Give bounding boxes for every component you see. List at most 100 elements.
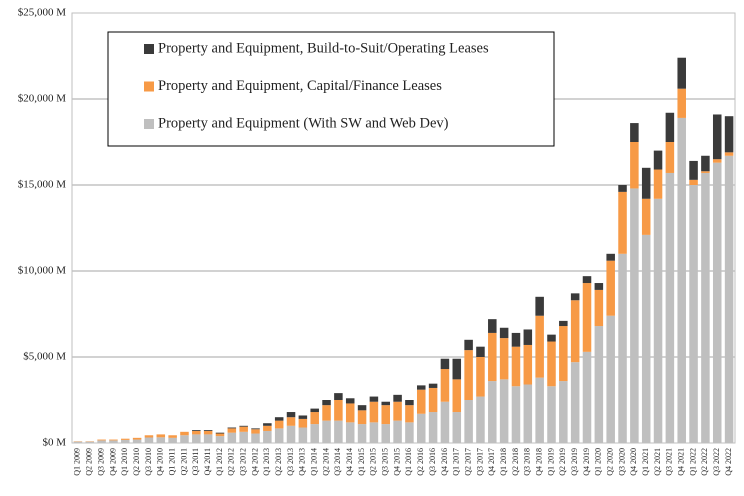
x-tick-label: Q2 2010 <box>132 448 141 476</box>
bar-segment <box>381 424 391 443</box>
bar-segment <box>345 398 355 404</box>
bar-segment <box>594 326 604 443</box>
bar-segment <box>121 439 130 443</box>
x-tick-label: Q3 2019 <box>570 448 579 476</box>
bar-segment <box>452 358 462 380</box>
bar-segment <box>511 332 521 347</box>
bar-segment <box>701 171 710 173</box>
bar-segment <box>274 428 284 443</box>
x-tick-label: Q4 2018 <box>534 448 543 476</box>
x-tick-label: Q2 2017 <box>463 448 472 476</box>
bar-segment <box>677 117 686 444</box>
bar-segment <box>547 334 556 342</box>
y-tick-label: $10,000 M <box>18 265 67 277</box>
x-tick-label: Q1 2011 <box>167 448 176 475</box>
x-tick-label: Q1 2018 <box>499 448 508 476</box>
x-tick-label: Q1 2022 <box>688 448 697 476</box>
bar-segment <box>452 412 462 443</box>
legend-swatch <box>144 119 154 129</box>
x-tick-label: Q2 2013 <box>274 448 283 476</box>
bar-segment <box>227 427 237 429</box>
bar-segment <box>251 433 260 443</box>
bar-segment <box>416 385 426 390</box>
bar-segment <box>606 260 615 316</box>
bar-segment <box>215 433 225 437</box>
bar-segment <box>570 362 580 443</box>
legend-label: Property and Equipment, Capital/Finance … <box>158 78 442 94</box>
bar-segment <box>345 422 355 443</box>
x-tick-label: Q4 2014 <box>345 448 354 476</box>
bar-segment <box>606 315 615 443</box>
bar-segment <box>428 387 438 413</box>
x-tick-label: Q3 2015 <box>381 448 390 476</box>
x-tick-label: Q1 2016 <box>404 448 413 476</box>
bar-segment <box>476 346 485 357</box>
x-tick-label: Q1 2019 <box>546 448 555 476</box>
bar-segment <box>405 400 414 406</box>
bar-segment <box>535 315 544 378</box>
x-tick-label: Q3 2014 <box>333 448 342 476</box>
x-tick-label: Q2 2022 <box>700 448 709 476</box>
bar-segment <box>511 346 521 387</box>
bar-segment <box>393 420 402 443</box>
bar-segment <box>215 432 225 434</box>
bar-segment <box>653 169 663 199</box>
x-tick-label: Q1 2010 <box>120 448 129 476</box>
bar-segment <box>369 422 379 443</box>
x-tick-label: Q1 2013 <box>262 448 271 476</box>
bar-segment <box>85 441 95 443</box>
bar-segment <box>286 417 296 426</box>
x-tick-label: Q4 2009 <box>108 448 117 476</box>
bar-segment <box>274 420 284 429</box>
legend-box <box>107 31 555 147</box>
x-tick-label: Q1 2017 <box>452 448 461 476</box>
bar-segment <box>677 57 686 89</box>
bar-segment <box>701 172 710 443</box>
x-tick-label: Q4 2022 <box>724 448 733 476</box>
x-tick-label: Q4 2019 <box>582 448 591 476</box>
bar-segment <box>618 185 627 192</box>
bar-segment <box>428 383 438 388</box>
x-tick-label: Q4 2015 <box>392 448 401 476</box>
bar-segment <box>488 332 497 382</box>
x-tick-label: Q2 2015 <box>369 448 378 476</box>
x-tick-label: Q1 2021 <box>641 448 650 476</box>
bar-segment <box>630 188 639 443</box>
x-tick-label: Q3 2011 <box>191 448 200 475</box>
bar-segment <box>630 142 639 189</box>
bar-segment <box>476 396 485 443</box>
x-tick-label: Q4 2012 <box>250 448 259 476</box>
bar-segment <box>464 400 473 443</box>
bar-segment <box>180 435 189 443</box>
bar-segment <box>334 420 343 443</box>
bar-segment <box>701 155 710 172</box>
bar-segment <box>310 424 319 443</box>
bar-segment <box>97 439 106 441</box>
x-tick-label: Q4 2021 <box>677 448 686 476</box>
bar-segment <box>357 405 367 411</box>
bar-segment <box>499 338 509 380</box>
bar-segment <box>227 432 237 443</box>
bar-segment <box>381 401 391 406</box>
bar-segment <box>381 405 391 425</box>
bar-segment <box>357 410 367 425</box>
legend-label: Property and Equipment, Build-to-Suit/Op… <box>158 40 489 56</box>
bar-segment <box>251 429 260 434</box>
x-tick-label: Q4 2011 <box>203 448 212 475</box>
x-tick-label: Q3 2012 <box>238 448 247 476</box>
bar-segment <box>428 412 438 443</box>
bar-segment <box>192 430 201 435</box>
bar-segment <box>689 179 698 185</box>
bar-segment <box>464 350 473 400</box>
x-tick-label: Q1 2015 <box>357 448 366 476</box>
x-tick-label: Q3 2009 <box>96 448 105 476</box>
x-tick-label: Q2 2018 <box>511 448 520 476</box>
x-tick-label: Q1 2020 <box>594 448 603 476</box>
bar-segment <box>440 401 450 443</box>
bar-segment <box>464 339 473 351</box>
bar-segment <box>227 428 237 433</box>
bar-segment <box>523 384 533 443</box>
bar-segment <box>357 424 367 443</box>
bar-segment <box>345 403 355 423</box>
bar-segment <box>156 437 166 443</box>
